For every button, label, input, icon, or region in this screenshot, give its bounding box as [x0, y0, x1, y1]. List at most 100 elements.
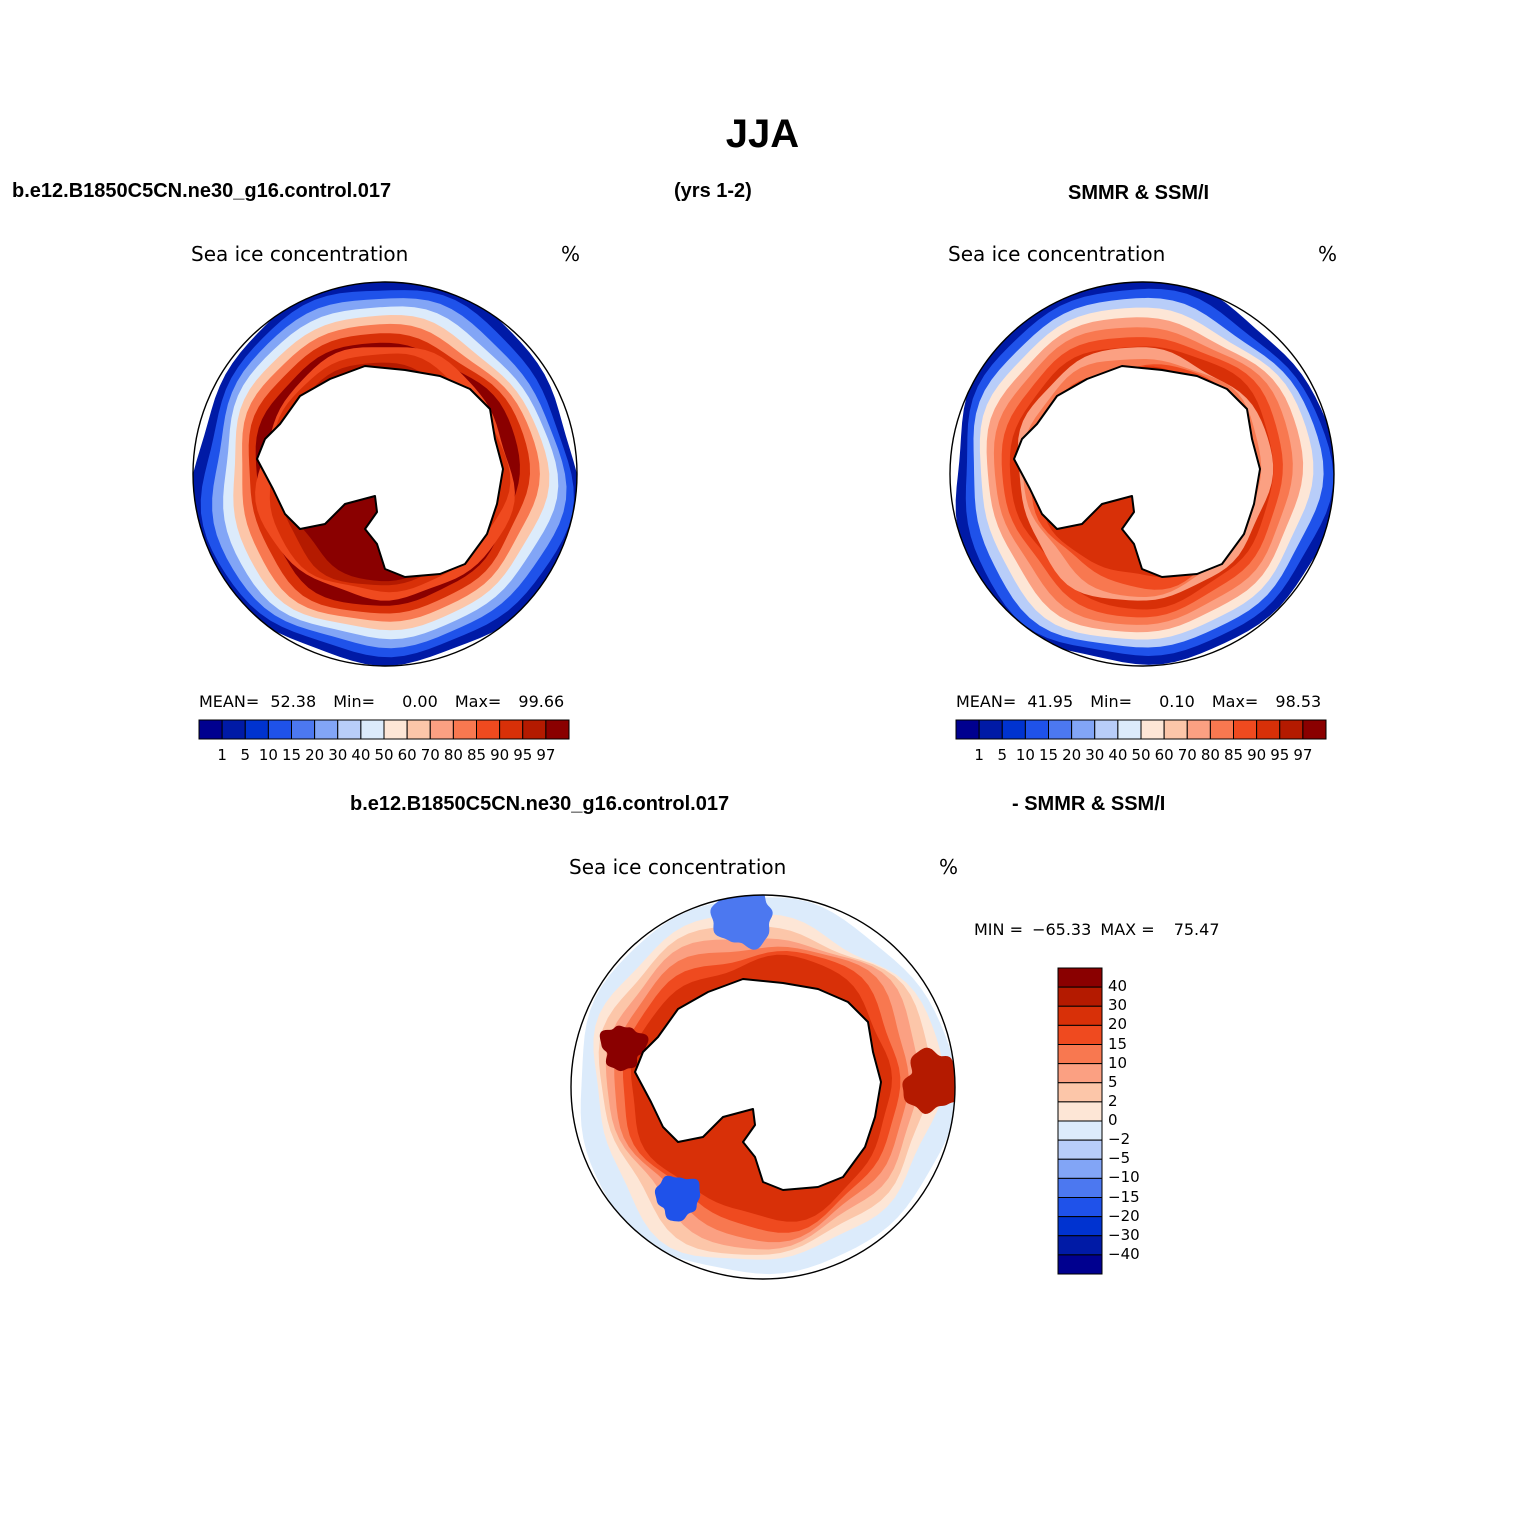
model-colorbar-box — [360, 719, 385, 740]
diff-map-border — [570, 894, 956, 1280]
diff-colorbar-tick: −5 — [1108, 1149, 1131, 1168]
obs-map — [949, 281, 1335, 667]
obs-colorbar-tick: 30 — [1085, 746, 1105, 764]
diff-colorbar-box — [1057, 1120, 1103, 1141]
obs-colorbar-tick: 10 — [1015, 746, 1035, 764]
diff-colorbar-tick: 20 — [1108, 1015, 1128, 1034]
model-stats: MEAN= 52.38 Min= 0.00 Max= 99.66 — [199, 692, 564, 711]
model-map-border — [192, 281, 578, 667]
obs-colorbar-box — [1163, 719, 1188, 740]
diff-colorbar-box — [1057, 1139, 1103, 1160]
diff-colorbar-box — [1057, 1063, 1103, 1084]
model-colorbar-box — [337, 719, 362, 740]
diff-colorbar-tick: 40 — [1108, 977, 1128, 996]
header-left: b.e12.B1850C5CN.ne30_g16.control.017 — [12, 180, 392, 202]
obs-map-border — [949, 281, 1335, 667]
diff-colorbar-tick: 5 — [1108, 1072, 1118, 1091]
obs-colorbar-tick: 97 — [1293, 746, 1313, 764]
diff-colorbar-box — [1057, 1044, 1103, 1065]
obs-colorbar-tick: 80 — [1200, 746, 1220, 764]
diff-min-label: MIN = — [974, 920, 1023, 939]
diff-colorbar-tick: 30 — [1108, 996, 1128, 1015]
obs-colorbar-box — [1279, 719, 1304, 740]
model-mean-label: MEAN= — [199, 692, 260, 711]
obs-colorbar-box — [1140, 719, 1165, 740]
obs-antarctica-coast — [1013, 365, 1261, 578]
obs-colorbar-tick: 1 — [974, 746, 984, 764]
model-colorbar-tick: 10 — [258, 746, 278, 764]
diff-colorbar-box — [1057, 1197, 1103, 1218]
diff-colorbar-box — [1057, 1082, 1103, 1103]
obs-colorbar-tick: 50 — [1131, 746, 1151, 764]
model-colorbar-tick: 60 — [397, 746, 417, 764]
obs-max-value: 98.53 — [1275, 692, 1322, 711]
diff-colorbar-tick: 10 — [1108, 1053, 1128, 1072]
model-colorbar-tick: 30 — [328, 746, 348, 764]
diff-colorbar-box — [1057, 967, 1103, 988]
model-colorbar-tick: 5 — [240, 746, 251, 764]
diff-colorbar-tick: 0 — [1108, 1111, 1118, 1129]
obs-colorbar-tick: 20 — [1062, 746, 1082, 764]
model-colorbar-box — [198, 719, 223, 740]
model-colorbar-tick: 97 — [536, 746, 556, 764]
header-diff-left: b.e12.B1850C5CN.ne30_g16.control.017 — [350, 793, 730, 815]
obs-max-label: Max= — [1211, 692, 1259, 711]
diff-var-label: Sea ice concentration — [569, 855, 787, 879]
diff-colorbar-tick: −2 — [1108, 1130, 1131, 1149]
diff-colorbar-box — [1057, 1177, 1103, 1199]
obs-colorbar-tick: 5 — [997, 746, 1008, 764]
obs-colorbar-box — [1209, 719, 1235, 740]
model-colorbar-tick: 95 — [513, 746, 533, 764]
diff-colorbar-tick: −40 — [1108, 1244, 1140, 1263]
model-var-label: Sea ice concentration — [191, 242, 409, 266]
model-colorbar-box — [221, 719, 246, 740]
diff-colorbar-tick: −20 — [1108, 1206, 1140, 1225]
diff-max-value: 75.47 — [1173, 920, 1220, 939]
obs-min-value: 0.10 — [1159, 692, 1195, 711]
model-colorbar-box — [499, 719, 524, 740]
model-map — [192, 281, 578, 667]
obs-min-label: Min= — [1090, 692, 1133, 711]
obs-colorbar-tick: 85 — [1223, 746, 1244, 764]
model-colorbar-tick: 1 — [217, 746, 227, 764]
model-colorbar-box — [476, 719, 501, 740]
model-colorbar-box — [452, 719, 478, 740]
main-title: JJA — [725, 112, 800, 156]
model-colorbar-tick: 50 — [374, 746, 394, 764]
model-colorbar-box — [429, 719, 454, 740]
model-colorbar-box — [314, 719, 339, 740]
diff-colorbar-tick: −30 — [1108, 1225, 1140, 1244]
model-mean-value: 52.38 — [270, 692, 317, 711]
diff-unit: % — [939, 855, 959, 879]
diff-negative-patch — [710, 895, 773, 950]
obs-colorbar-tick: 70 — [1177, 746, 1197, 764]
diff-negative-patch — [654, 1175, 701, 1222]
model-colorbar-box — [522, 719, 547, 740]
obs-colorbar-box — [978, 719, 1003, 740]
diff-colorbar-tick: −10 — [1108, 1168, 1140, 1187]
diff-stats: MIN = −65.33 MAX = 75.47 — [974, 920, 1220, 939]
obs-colorbar-tick: 40 — [1108, 746, 1128, 764]
diff-colorbar-box — [1057, 1024, 1103, 1046]
obs-colorbar-box — [1302, 719, 1327, 740]
obs-colorbar-box — [1233, 719, 1258, 740]
model-colorbar-box — [406, 719, 431, 740]
diff-antarctica-coast — [634, 978, 882, 1191]
header-center: (yrs 1-2) — [674, 180, 752, 202]
diff-max-label: MAX = — [1100, 920, 1155, 939]
obs-colorbar-box — [955, 719, 980, 740]
model-max-label: Max= — [454, 692, 502, 711]
diff-positive-patch — [902, 1047, 955, 1114]
header-right: SMMR & SSM/I — [1068, 182, 1210, 204]
diff-colorbar-tick: 2 — [1108, 1091, 1118, 1110]
model-colorbar-tick: 15 — [281, 746, 302, 764]
model-unit: % — [561, 242, 581, 266]
diff-colorbar-tick: −15 — [1108, 1187, 1140, 1206]
model-colorbar-tick: 20 — [305, 746, 325, 764]
diff-positive-patch — [599, 1025, 649, 1072]
diff-colorbar-box — [1057, 1216, 1103, 1237]
model-min-label: Min= — [333, 692, 376, 711]
model-colorbar-box — [267, 719, 293, 740]
diff-colorbar-box — [1057, 1254, 1103, 1275]
